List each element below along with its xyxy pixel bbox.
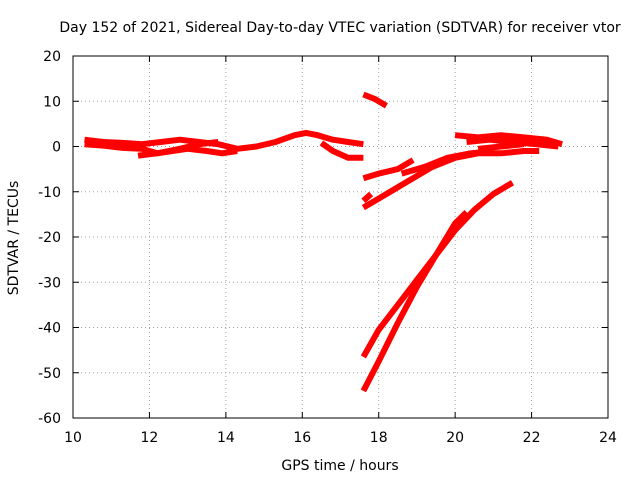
y-tick-label: 20: [43, 49, 61, 65]
series-track-a: [84, 129, 364, 152]
chart-title: Day 152 of 2021, Sidereal Day-to-day VTE…: [59, 20, 621, 36]
y-tick-label: -10: [38, 185, 61, 201]
y-tick-label: -50: [38, 366, 61, 382]
series-track-l: [477, 141, 525, 152]
series-track-m: [360, 180, 515, 359]
y-tick-label: 10: [43, 94, 61, 110]
x-tick-label: 12: [141, 430, 159, 446]
x-tick-label: 10: [64, 430, 82, 446]
grid: [73, 56, 608, 418]
series-track-c: [137, 139, 219, 159]
x-tick-label: 14: [217, 430, 235, 446]
series-track-k: [466, 136, 559, 150]
x-axis-label: GPS time / hours: [281, 458, 398, 474]
series-track-j: [454, 132, 563, 148]
data-series: [84, 91, 563, 393]
y-axis-label: SDTVAR / TECUs: [6, 181, 22, 296]
y-tick-label: -60: [38, 411, 61, 427]
x-tick-label: 18: [370, 430, 388, 446]
x-tick-label: 20: [446, 430, 464, 446]
y-tick-label: -30: [38, 275, 61, 291]
series-track-h: [361, 191, 374, 204]
series-track-n: [360, 209, 469, 393]
series-track-i: [400, 148, 494, 177]
x-tick-label: 16: [293, 430, 311, 446]
x-tick-label: 22: [523, 430, 541, 446]
series-track-d: [319, 140, 364, 161]
x-tick-label: 24: [599, 430, 617, 446]
y-tick-label: -20: [38, 230, 61, 246]
y-tick-label: -40: [38, 321, 61, 337]
axis-ticks: 10 12 14 16 18 20 22 24 20 10 0 -10 -20 -30 -40 -50 -60: [38, 49, 617, 446]
series-track-f: [362, 157, 415, 182]
y-tick-label: 0: [52, 140, 61, 156]
series-track-e: [362, 91, 388, 109]
